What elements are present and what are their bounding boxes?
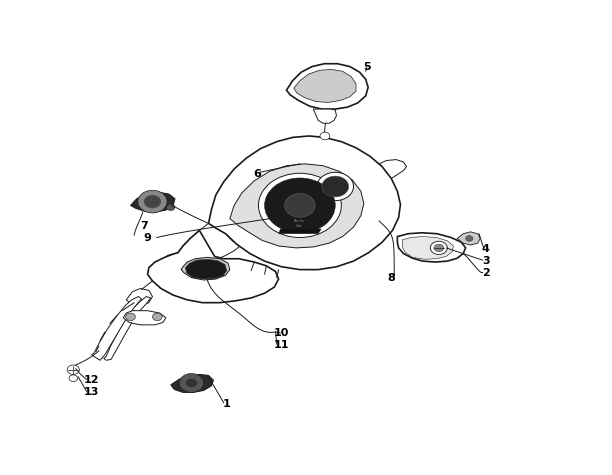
Polygon shape <box>278 229 321 234</box>
Text: 1: 1 <box>223 399 231 408</box>
Polygon shape <box>147 230 278 303</box>
Text: 4: 4 <box>482 244 490 254</box>
Circle shape <box>69 375 78 381</box>
Text: 8: 8 <box>387 273 395 283</box>
Circle shape <box>144 195 161 208</box>
Polygon shape <box>123 311 166 325</box>
Polygon shape <box>92 296 141 360</box>
Circle shape <box>322 176 349 197</box>
Polygon shape <box>373 160 406 180</box>
Circle shape <box>434 244 444 252</box>
Circle shape <box>125 313 135 321</box>
Text: 13: 13 <box>84 388 99 398</box>
Polygon shape <box>185 259 227 279</box>
Circle shape <box>179 373 204 392</box>
Text: 6: 6 <box>253 169 261 179</box>
Polygon shape <box>286 64 368 109</box>
Text: 2: 2 <box>482 268 490 278</box>
Circle shape <box>166 204 175 210</box>
Polygon shape <box>130 192 175 212</box>
Text: 10: 10 <box>274 328 289 338</box>
Text: 12: 12 <box>84 375 99 385</box>
Circle shape <box>185 378 198 388</box>
Circle shape <box>138 190 167 213</box>
Circle shape <box>320 132 330 140</box>
Polygon shape <box>178 223 239 265</box>
Text: 11: 11 <box>274 340 289 350</box>
Polygon shape <box>126 288 152 306</box>
Polygon shape <box>209 136 400 270</box>
Polygon shape <box>294 69 356 103</box>
Text: 50: 50 <box>297 198 307 204</box>
Text: 5: 5 <box>363 63 371 73</box>
Polygon shape <box>171 374 214 392</box>
Polygon shape <box>230 164 364 248</box>
Text: 9: 9 <box>144 233 152 244</box>
Circle shape <box>285 194 315 217</box>
Polygon shape <box>313 109 337 123</box>
Circle shape <box>466 236 473 241</box>
Text: Arctic
Cat: Arctic Cat <box>293 219 304 228</box>
Text: 3: 3 <box>482 256 490 266</box>
Circle shape <box>258 173 341 238</box>
Circle shape <box>430 241 447 255</box>
Polygon shape <box>457 232 480 245</box>
Circle shape <box>317 172 354 200</box>
Polygon shape <box>397 233 466 262</box>
Circle shape <box>67 365 80 374</box>
Text: 7: 7 <box>141 221 149 231</box>
Polygon shape <box>104 296 151 360</box>
Circle shape <box>152 313 162 321</box>
Polygon shape <box>181 257 230 280</box>
Circle shape <box>264 178 335 233</box>
Polygon shape <box>402 237 453 259</box>
